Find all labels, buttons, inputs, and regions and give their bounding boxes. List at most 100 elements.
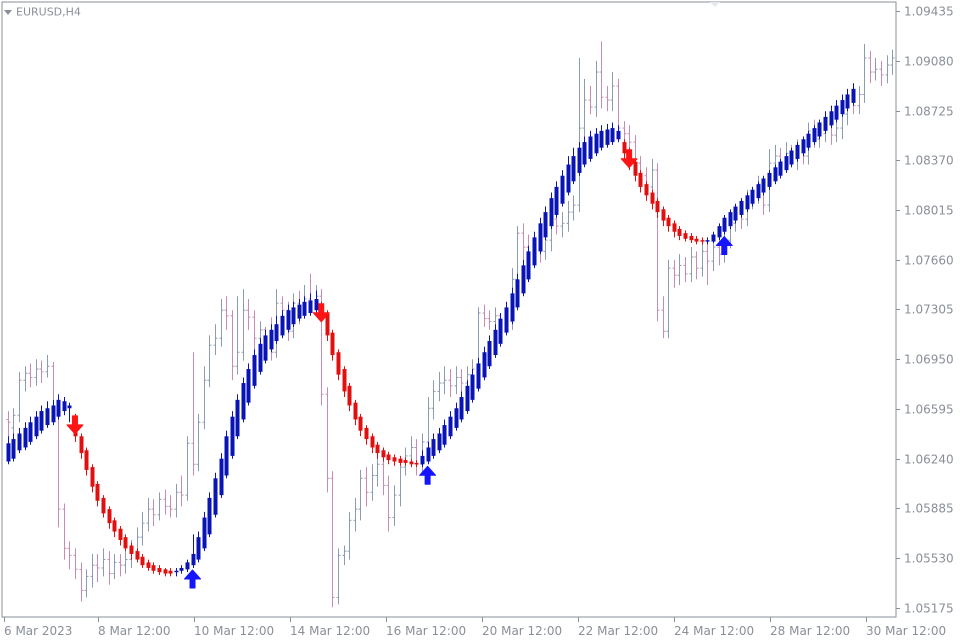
price-bar [246, 298, 251, 330]
heiken-bar-bear [633, 158, 638, 182]
x-tick-label: 16 Mar 12:00 [386, 624, 466, 638]
y-tick-label: 1.09435 [904, 5, 954, 19]
price-bar [79, 562, 84, 602]
heiken-bar-bull [34, 411, 39, 440]
price-bar [353, 497, 358, 532]
heiken-bar-bull [778, 158, 783, 179]
price-bar [23, 366, 28, 392]
buy-arrow-icon [715, 236, 733, 256]
price-bar [879, 60, 884, 87]
heiken-bar-bull [594, 128, 599, 157]
heiken-bar-bull [806, 130, 811, 151]
heiken-bar-bull [733, 203, 738, 224]
heiken-bar-bull [274, 315, 279, 344]
heiken-bar-bull [532, 231, 537, 269]
price-bar [62, 503, 67, 560]
heiken-bar-bull [246, 363, 251, 406]
sell-arrow-icon [66, 415, 84, 435]
price-bar [207, 335, 212, 388]
price-bar [347, 511, 352, 560]
heiken-bar-bull [62, 397, 67, 416]
heiken-bar-bull [588, 130, 593, 162]
price-bar [459, 369, 464, 392]
heiken-bar-bull [39, 405, 44, 434]
price-bar [224, 296, 229, 330]
heiken-bar-bear [677, 226, 682, 241]
price-bar [437, 371, 442, 402]
heiken-bar-bear [95, 481, 100, 507]
heiken-bar-bull [610, 122, 615, 145]
heiken-bar-bull [191, 534, 196, 568]
price-bar [73, 548, 78, 580]
heiken-bar-bear [622, 139, 627, 159]
heiken-bar-bear [135, 548, 140, 563]
price-bar [325, 387, 330, 493]
heiken-bar-bull [834, 100, 839, 123]
buy-arrow-icon [184, 569, 202, 589]
heiken-bar-bear [107, 506, 112, 529]
price-bar [610, 72, 615, 112]
heiken-bar-bear [403, 457, 408, 466]
heiken-bar-bull [448, 411, 453, 440]
heiken-bar-bull [11, 433, 16, 462]
heiken-bar-bull [504, 301, 509, 336]
heiken-bar-bear [392, 454, 397, 466]
x-tick-label: 8 Mar 12:00 [98, 624, 171, 638]
heiken-bar-bull [722, 214, 727, 235]
y-tick-label: 1.06950 [904, 353, 954, 367]
price-bar [655, 163, 660, 322]
price-bar [67, 541, 72, 570]
x-tick-label: 6 Mar 2023 [4, 624, 72, 638]
price-bar [230, 310, 235, 381]
price-bar [163, 489, 168, 515]
buy-arrow-icon [419, 465, 437, 485]
heiken-bar-bull [6, 436, 11, 465]
price-bar [890, 49, 895, 75]
heiken-bar-bull [302, 296, 307, 319]
heiken-bar-bull [476, 357, 481, 392]
heiken-bar-bear [79, 433, 84, 459]
heiken-bar-bull [616, 125, 621, 143]
heiken-bar-bull [498, 313, 503, 347]
price-bar [168, 495, 173, 518]
price-bar [11, 408, 16, 437]
heiken-bar-bull [314, 290, 319, 314]
symbol-label[interactable]: EURUSD,H4 [4, 5, 81, 19]
price-bar [700, 242, 705, 277]
price-bar [45, 355, 50, 378]
heiken-bar-bull [459, 391, 464, 423]
symbol-text: EURUSD,H4 [16, 5, 81, 19]
heiken-bar-bull [179, 565, 184, 574]
price-bar [191, 352, 196, 476]
sell-arrow-icon [620, 149, 638, 169]
price-bar [454, 366, 459, 395]
price-bar [342, 545, 347, 566]
heiken-bar-bull [465, 380, 470, 414]
heiken-bar-bear [342, 366, 347, 398]
heiken-bar-bear [375, 441, 380, 459]
price-bar [605, 86, 610, 112]
price-bar [560, 212, 565, 238]
y-tick-label: 1.07660 [904, 254, 954, 268]
heiken-bar-bear [358, 413, 363, 437]
y-tick-label: 1.06595 [904, 403, 954, 417]
price-bar [705, 242, 710, 285]
heiken-bar-bull [470, 369, 475, 403]
price-bar [174, 483, 179, 518]
price-bar [219, 298, 224, 347]
price-bar [370, 464, 375, 501]
price-bar [431, 380, 436, 420]
heiken-bar-bull [291, 301, 296, 328]
price-bar [582, 79, 587, 140]
price-bar [358, 469, 363, 521]
y-tick-label: 1.07305 [904, 303, 954, 317]
price-bar [34, 359, 39, 386]
heiken-bar-bull [767, 170, 772, 190]
heiken-bar-bull [28, 416, 33, 445]
price-bar [594, 60, 599, 117]
x-tick-label: 14 Mar 12:00 [290, 624, 370, 638]
heiken-bar-bull [582, 136, 587, 168]
chevron-down-icon[interactable] [4, 9, 12, 15]
heiken-bar-bull [560, 170, 565, 207]
heiken-bar-bear [90, 464, 95, 493]
